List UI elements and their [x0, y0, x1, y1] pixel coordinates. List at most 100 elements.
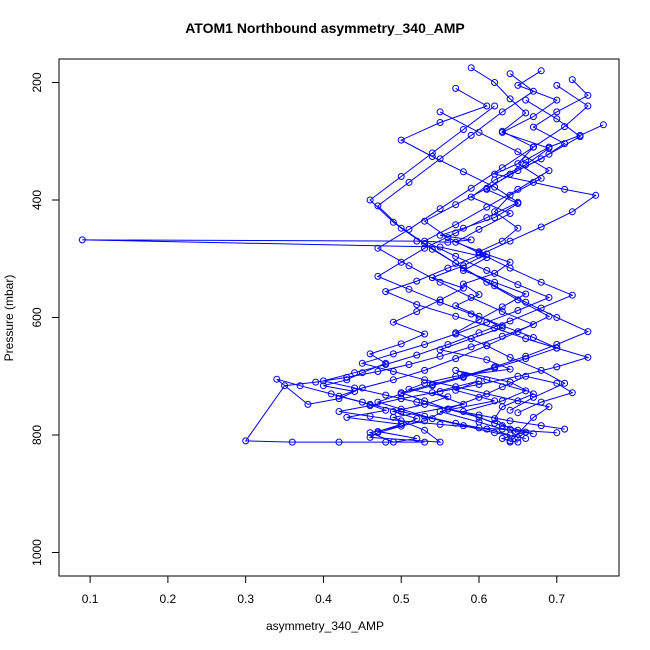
data-point: [397, 417, 405, 425]
data-point: [584, 328, 592, 336]
data-point: [553, 115, 561, 123]
data-point: [514, 81, 522, 89]
x-tick-label: 0.3: [237, 592, 254, 606]
data-point: [358, 384, 366, 392]
data-point: [273, 375, 281, 383]
data-point: [374, 202, 382, 210]
data-point: [545, 150, 553, 158]
data-point: [436, 388, 444, 395]
data-point: [506, 417, 514, 425]
data-point: [475, 381, 483, 388]
data-point: [459, 284, 467, 292]
data-point: [483, 214, 491, 222]
data-point: [514, 281, 522, 289]
data-point: [366, 412, 374, 420]
x-axis: 0.1 0.2 0.3 0.4 0.5 0.6 0.7: [82, 576, 565, 606]
data-point: [421, 426, 429, 434]
data-point: [467, 343, 475, 351]
data-point: [312, 378, 320, 386]
data-point: [452, 229, 460, 237]
data-point: [358, 398, 366, 406]
data-point: [452, 383, 460, 391]
data-point: [397, 258, 405, 266]
data-point: [428, 415, 436, 423]
data-point: [382, 391, 390, 399]
data-point: [343, 373, 351, 381]
data-point: [537, 278, 545, 286]
data-point: [421, 376, 429, 384]
data-point: [545, 403, 553, 411]
data-point: [506, 317, 514, 325]
data-point: [413, 415, 421, 423]
data-point: [397, 389, 405, 397]
series-line: [368, 67, 543, 443]
data-point: [545, 294, 553, 301]
data-point: [366, 196, 374, 204]
data-point: [529, 143, 537, 151]
data-point: [366, 433, 374, 441]
data-point: [483, 342, 491, 350]
data-point: [529, 87, 537, 95]
data-point: [382, 361, 390, 368]
data-point: [475, 411, 483, 419]
y-tick-label: 800: [30, 425, 44, 445]
data-point: [498, 128, 506, 136]
data-point: [553, 108, 561, 116]
data-point: [436, 420, 444, 428]
data-point: [506, 353, 514, 361]
data-point: [498, 435, 506, 442]
data-point: [436, 296, 444, 304]
data-point: [413, 277, 421, 285]
data-point: [459, 224, 467, 232]
data-point: [522, 156, 530, 164]
data-point: [506, 237, 514, 245]
data-point: [421, 366, 429, 374]
data-point: [397, 136, 405, 144]
data-point: [491, 102, 499, 110]
data-point: [413, 301, 421, 309]
data-point: [397, 224, 405, 232]
data-point: [584, 353, 592, 361]
data-point: [529, 113, 537, 121]
data-point: [514, 397, 522, 405]
data-point: [335, 392, 343, 400]
data-point: [529, 123, 537, 131]
data-point: [483, 203, 491, 211]
y-tick-label: 1000: [30, 539, 44, 566]
data-point: [568, 291, 576, 299]
data-series: [358, 108, 553, 446]
data-point: [335, 408, 343, 415]
data-point: [514, 167, 522, 175]
data-point: [498, 303, 506, 311]
data-point: [467, 131, 475, 139]
data-point: [382, 406, 390, 414]
data-point: [452, 221, 460, 229]
data-point: [335, 438, 343, 446]
data-point: [514, 438, 522, 446]
data-point: [444, 341, 452, 348]
data-point: [537, 223, 545, 231]
x-tick-label: 0.5: [393, 592, 410, 606]
data-point: [288, 438, 296, 446]
data-point: [467, 310, 475, 318]
data-point: [561, 123, 569, 131]
series-line: [377, 73, 590, 427]
data-point: [514, 198, 522, 206]
data-point: [529, 393, 537, 401]
data-point: [343, 413, 351, 421]
series-line: [360, 111, 551, 443]
data-point: [452, 330, 460, 338]
data-point: [428, 245, 436, 253]
data-point: [483, 102, 491, 110]
x-tick-label: 0.1: [82, 592, 99, 606]
data-point: [498, 108, 506, 116]
data-point: [553, 344, 561, 352]
y-tick-label: 400: [30, 190, 44, 210]
data-point: [491, 363, 499, 371]
data-point: [522, 290, 530, 298]
data-point: [529, 413, 537, 421]
data-point: [475, 377, 483, 385]
data-point: [389, 413, 397, 421]
data-point: [444, 234, 452, 242]
data-point: [467, 193, 475, 201]
